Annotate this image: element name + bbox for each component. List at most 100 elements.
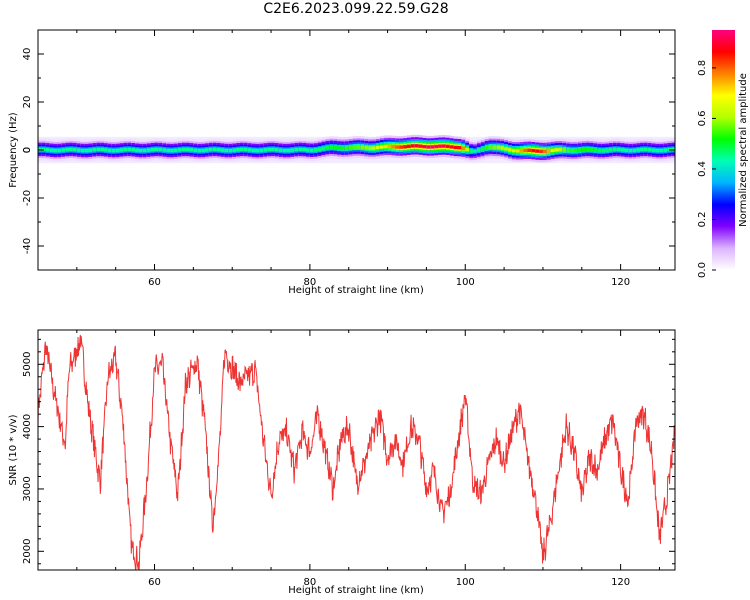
spectrogram-cell xyxy=(216,147,222,152)
spectrogram-cell xyxy=(208,147,214,152)
spectrogram-cell xyxy=(271,147,276,152)
spectrogram-cell xyxy=(496,145,501,150)
spectrogram-cell xyxy=(671,147,675,152)
spectrogram-cell xyxy=(430,145,435,149)
spectrogram-cell xyxy=(57,148,62,153)
spectrogram-cell xyxy=(96,147,101,152)
spectrogram-cell xyxy=(558,147,563,152)
spectrogram-cell xyxy=(535,149,540,153)
spectrogram-cell xyxy=(173,148,179,153)
spectrogram-cell xyxy=(364,146,369,150)
spectrogram-cell xyxy=(333,145,338,150)
spectrogram-y-tick-label: -40 xyxy=(22,238,33,254)
spectrogram-cell xyxy=(65,147,70,152)
spectrogram-cell xyxy=(251,148,257,153)
spectrogram-cell xyxy=(647,148,653,152)
spectrogram-cell xyxy=(290,148,295,152)
snr-series-line xyxy=(38,334,675,570)
spectrogram-cell xyxy=(531,148,536,153)
spectrogram-cell xyxy=(119,148,125,152)
colorbar-tick-label: 0.6 xyxy=(697,110,708,126)
spectrogram-cell xyxy=(329,145,334,149)
spectrogram-cell xyxy=(255,148,260,153)
snr-frame xyxy=(37,329,676,571)
spectrogram-cell xyxy=(554,148,560,152)
chart-title: C2E6.2023.099.22.59.G28 xyxy=(263,1,449,17)
snr-x-axis-label: Height of straight line (km) xyxy=(288,585,424,596)
spectrogram-cell xyxy=(286,148,292,153)
spectrogram-cell xyxy=(628,148,633,153)
spectrogram-cell xyxy=(166,148,171,153)
spectrogram-cell xyxy=(476,148,482,152)
colorbar-tick-label: 0.2 xyxy=(697,212,708,228)
spectrogram-cell xyxy=(158,147,163,152)
spectrogram-cell xyxy=(185,147,191,152)
spectrogram-cell xyxy=(150,147,156,152)
snr-y-axis-label: SNR (10 * v/v) xyxy=(8,414,19,485)
spectrogram-cell xyxy=(523,148,529,153)
spectrogram-x-tick-label: 120 xyxy=(611,277,630,288)
spectrogram-cell xyxy=(337,146,342,150)
spectrogram-cell xyxy=(263,148,268,152)
spectrogram-cell xyxy=(399,145,404,149)
spectrogram-cell xyxy=(539,149,544,154)
spectrogram-cell xyxy=(515,149,521,153)
spectrogram-cell xyxy=(449,145,455,149)
spectrogram-cell xyxy=(395,145,400,149)
spectrogram-cell xyxy=(177,148,183,152)
spectrogram-y-tick-label: 20 xyxy=(22,96,33,109)
spectrogram-cell xyxy=(441,144,447,148)
spectrogram-cell xyxy=(620,148,626,152)
spectrogram-cell xyxy=(577,148,583,152)
snr-y-ticks: 2000 3000 4000 5000 xyxy=(22,338,675,565)
spectrogram-cell xyxy=(418,144,424,148)
spectrogram-cell xyxy=(348,145,354,150)
spectrogram-y-tick-label: 40 xyxy=(22,48,33,61)
spectrogram-cell xyxy=(488,145,494,149)
spectrogram-cell xyxy=(546,149,552,153)
spectrogram-x-tick-label: 60 xyxy=(148,277,161,288)
spectrogram-cell xyxy=(344,146,350,150)
spectrogram-cell xyxy=(313,148,319,152)
spectrogram-cell xyxy=(527,148,532,152)
spectrogram-cell xyxy=(570,148,575,153)
spectrogram-cell xyxy=(632,148,637,153)
spectrogram-cell xyxy=(352,145,358,149)
spectrogram-cell xyxy=(162,148,167,152)
spectrogram-cell xyxy=(612,147,618,152)
snr-y-tick-label: 3000 xyxy=(22,476,33,501)
spectrogram-y-tick-label: 0 xyxy=(22,147,33,153)
spectrogram-cell xyxy=(445,144,451,149)
spectrogram-cell xyxy=(302,147,307,152)
spectrogram-cell xyxy=(123,147,128,152)
spectrogram-cell xyxy=(597,148,602,153)
spectrogram-cell xyxy=(391,145,396,149)
spectrogram-cell xyxy=(127,147,132,152)
spectrogram-cell xyxy=(45,148,51,152)
spectrogram-cell xyxy=(146,148,152,152)
spectrogram-cell xyxy=(500,146,505,150)
spectrogram-cell xyxy=(663,148,668,152)
snr-y-tick-label: 2000 xyxy=(22,539,33,564)
spectrogram-cell xyxy=(372,146,377,150)
spectrogram-cell xyxy=(608,148,614,152)
spectrogram-cell xyxy=(49,148,55,152)
spectrogram-cell xyxy=(294,147,299,152)
spectrogram-cell xyxy=(243,147,249,152)
spectrogram-cell xyxy=(306,148,311,152)
spectrogram-cell xyxy=(259,148,264,153)
spectrogram-cell xyxy=(473,149,478,153)
spectrogram-cell xyxy=(154,147,160,152)
spectrogram-y-axis-label: Frequency (Hz) xyxy=(8,112,19,188)
spectrogram-cell xyxy=(72,147,78,152)
spectrogram-cell xyxy=(465,147,470,152)
spectrogram-x-axis-label: Height of straight line (km) xyxy=(288,285,424,296)
spectrogram-cell xyxy=(624,148,629,153)
spectrogram-cell xyxy=(507,148,513,152)
colorbar-tick-label: 0.4 xyxy=(697,161,708,177)
spectrogram-cell xyxy=(298,147,303,152)
spectrogram-cell xyxy=(368,146,373,150)
spectrogram-cell xyxy=(659,148,664,153)
